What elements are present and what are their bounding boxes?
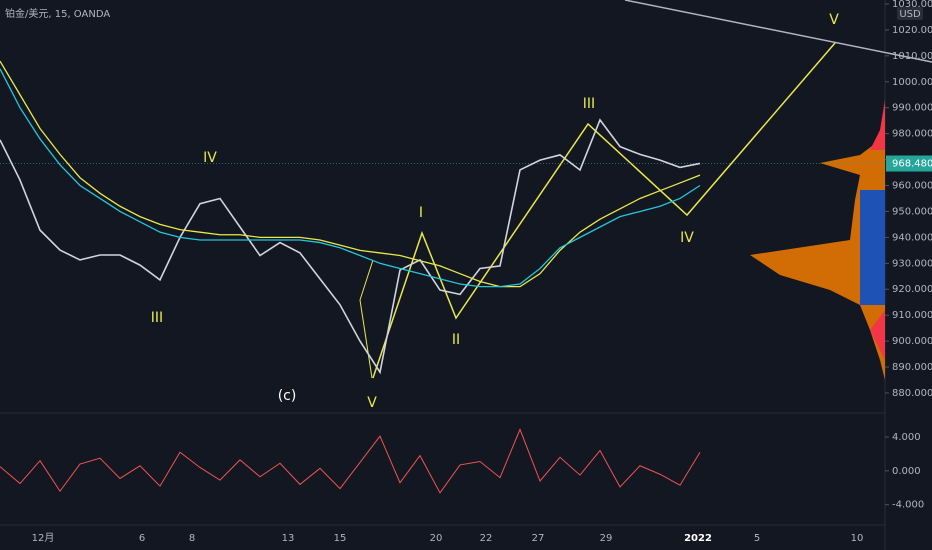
x-tick-label: 22 — [480, 533, 493, 544]
x-tick-label: 2022 — [684, 533, 712, 544]
price-line — [0, 118, 701, 375]
wave-label: IV — [203, 150, 217, 166]
x-tick-label: 13 — [282, 533, 295, 544]
y-tick-label: 980.000 — [892, 129, 932, 140]
oscillator-line — [0, 428, 701, 494]
x-tick-label: 20 — [430, 533, 443, 544]
y-tick-label: 880.000 — [892, 388, 932, 399]
y-tick-label: 920.000 — [892, 284, 932, 295]
wave-label: III — [151, 310, 163, 326]
last-price-label: 968.480 — [892, 159, 932, 170]
wave-path-left — [359, 259, 374, 379]
x-tick-label: 29 — [600, 533, 613, 544]
value-area — [860, 190, 885, 305]
x-tick-label: 5 — [754, 533, 760, 544]
osc-tick-label: 4.000 — [892, 432, 921, 443]
y-tick-label: 910.000 — [892, 310, 932, 321]
trend-line — [624, 0, 932, 63]
moving-average — [0, 68, 701, 288]
x-tick-label: 10 — [851, 533, 864, 544]
wave-label: III — [583, 96, 595, 112]
currency-box — [897, 7, 923, 20]
wave-path — [372, 42, 836, 379]
wave-label: IV — [680, 230, 694, 246]
currency: USD — [899, 9, 921, 20]
y-tick-label: 1020.000 — [892, 25, 932, 36]
y-tick-label: 1010.000 — [892, 51, 932, 62]
y-tick-label: 930.000 — [892, 258, 932, 269]
wave-label: V — [367, 395, 377, 411]
chart-title: 铂金/美元, 15, OANDA — [5, 7, 110, 20]
y-tick-label: 1000.000 — [892, 77, 932, 88]
wave-label: (c) — [278, 388, 297, 404]
wave-label: V — [829, 12, 839, 28]
wave-label: II — [452, 332, 460, 348]
y-tick-label: 890.000 — [892, 362, 932, 373]
x-tick-label: 27 — [532, 533, 545, 544]
x-tick-label: 8 — [189, 533, 195, 544]
y-tick-label: 950.000 — [892, 206, 932, 217]
x-tick-label: 12月 — [32, 532, 55, 544]
last-price-box — [886, 155, 932, 172]
wave-label: I — [419, 205, 423, 221]
y-tick-label: 990.000 — [892, 103, 932, 114]
volume-profile-edge — [870, 100, 885, 360]
osc-tick-label: 0.000 — [892, 466, 921, 477]
volume-profile — [750, 100, 885, 380]
x-tick-label: 15 — [334, 533, 347, 544]
y-tick-label: 960.000 — [892, 181, 932, 192]
y-tick-label: 900.000 — [892, 336, 932, 347]
osc-tick-label: -4.000 — [892, 500, 924, 511]
y-tick-label: 940.000 — [892, 232, 932, 243]
x-tick-label: 6 — [139, 533, 145, 544]
y-tick-label: 1030.000 — [892, 0, 932, 10]
moving-average — [0, 60, 701, 288]
